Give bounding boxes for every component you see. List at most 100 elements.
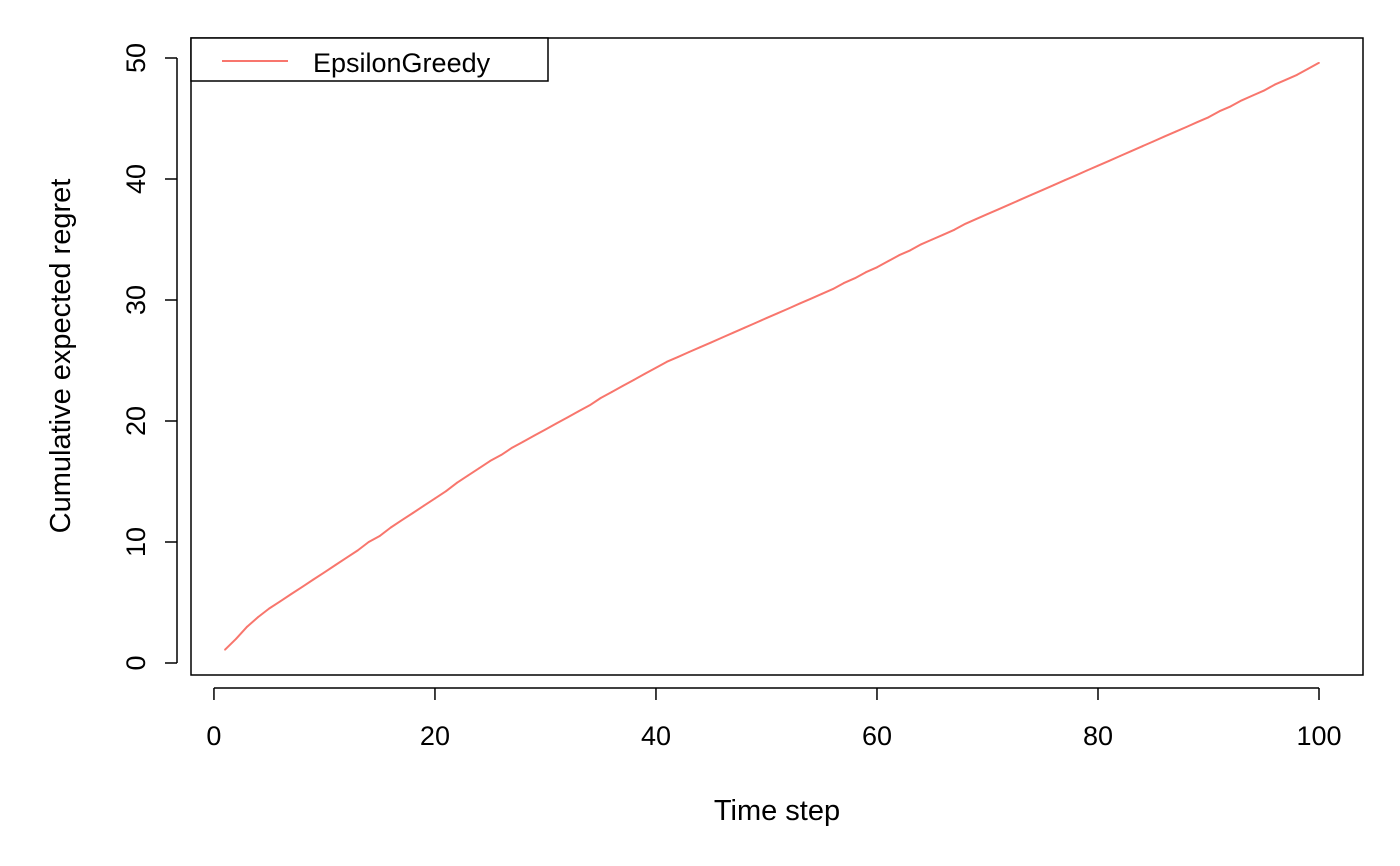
x-tick-label: 100 [1296,721,1341,751]
data-point [555,422,558,425]
data-point [1174,130,1177,133]
data-point [898,254,900,257]
data-point [953,228,956,231]
x-tick-label: 20 [420,721,450,751]
data-point [809,297,812,300]
data-point [1063,179,1066,182]
data-point [423,504,425,507]
data-point [776,312,779,315]
data-point [920,243,923,246]
data-point [865,271,867,274]
data-point [1030,193,1033,196]
data-point [1119,155,1121,157]
data-point [876,266,878,269]
data-point [345,556,348,559]
data-point [1229,105,1232,108]
data-point [434,497,436,500]
data-point [632,378,635,381]
data-point [644,372,646,375]
data-point [688,351,691,353]
data-point [621,385,624,387]
data-point [964,222,967,225]
data-point [931,238,934,241]
data-point [710,341,713,344]
data-point [1086,169,1088,172]
data-point [1041,188,1044,191]
data-point [1307,67,1309,70]
data-point [445,490,447,493]
data-point [478,467,481,470]
data-point [1218,110,1221,113]
data-point [378,535,381,537]
data-point [754,322,757,324]
data-point [975,218,978,220]
data-point [257,616,260,618]
x-tick-label: 60 [862,721,892,751]
x-axis: 0 20 40 60 80 100 [206,687,1342,751]
data-point [1019,198,1022,201]
y-tick-label: 40 [121,164,151,194]
data-point [1240,99,1243,102]
data-point [842,282,845,284]
data-point [610,391,613,393]
data-point [1207,116,1210,119]
data-point [235,637,237,640]
data-point [599,397,602,399]
data-point [1251,94,1254,97]
data-point [1052,184,1055,186]
y-tick-label: 50 [121,43,151,73]
data-point [1097,164,1099,167]
data-point [511,446,514,449]
data-point [489,460,492,462]
data-point [743,326,746,329]
data-point [334,564,337,566]
data-point [1152,140,1155,143]
data-point [1196,121,1199,124]
x-tick-label: 40 [641,721,671,751]
data-point [732,331,735,334]
data-point [268,607,271,610]
y-axis-label: Cumulative expected regret [45,179,77,534]
data-point [1284,78,1287,81]
data-point [820,293,823,295]
data-point [666,360,668,363]
data-point [765,317,768,320]
data-point [1185,126,1188,128]
data-point [400,519,403,522]
data-point [367,541,370,543]
data-point [1008,203,1011,206]
data-point [699,346,702,349]
data-point [831,288,834,291]
data-point [577,410,580,413]
data-point [1295,74,1298,76]
data-point [1074,174,1077,177]
data-point [1141,145,1144,148]
data-point [544,428,547,431]
data-point [1273,83,1276,86]
data-point [887,260,889,263]
data-point [588,404,591,407]
data-point [456,481,458,484]
legend: EpsilonGreedy [190,37,549,82]
series-line-epsilongreedy [224,61,1320,651]
data-point [909,249,912,252]
data-point [522,440,525,443]
data-point [290,593,293,595]
data-point [1318,61,1320,64]
x-tick-label: 80 [1083,721,1113,751]
data-point [389,526,392,529]
data-point [986,213,989,215]
data-point [224,648,226,651]
data-point [467,474,470,477]
data-point [677,355,679,358]
legend-box [190,37,549,82]
y-tick-label: 30 [121,285,151,315]
y-tick-label: 20 [121,406,151,436]
data-point [798,302,801,305]
data-point [533,434,536,437]
data-point [997,208,1000,211]
data-point [411,512,414,514]
plot-frame [190,37,1364,676]
